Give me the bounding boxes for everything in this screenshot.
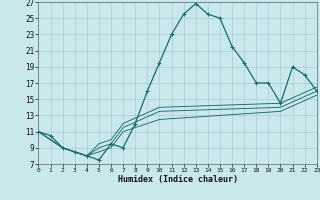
X-axis label: Humidex (Indice chaleur): Humidex (Indice chaleur) — [118, 175, 238, 184]
